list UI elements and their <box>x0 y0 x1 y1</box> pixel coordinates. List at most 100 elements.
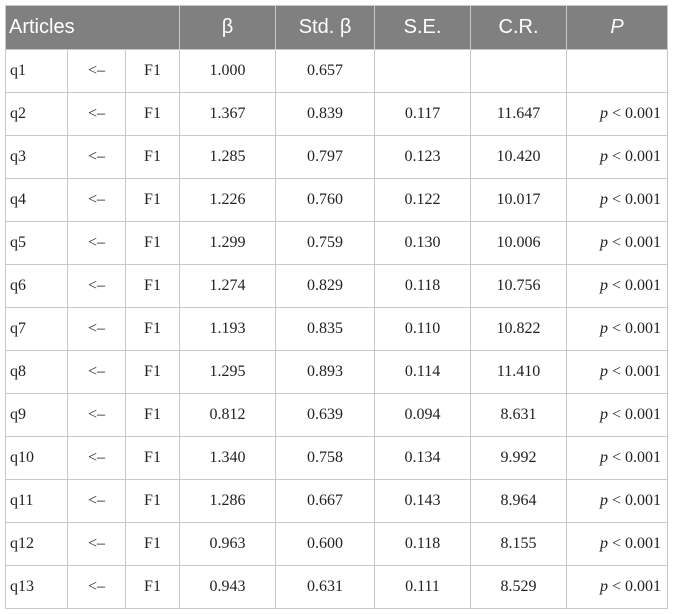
p-threshold: < 0.001 <box>607 406 662 423</box>
critical-ratio-cell: 9.992 <box>470 436 568 480</box>
std-beta-cell: 0.839 <box>275 92 376 136</box>
p-value-cell: p < 0.001 <box>566 565 669 609</box>
standard-error-cell <box>374 49 472 93</box>
p-value-cell <box>566 49 669 93</box>
critical-ratio-cell: 8.631 <box>470 393 568 437</box>
p-symbol: p <box>599 363 608 380</box>
p-value-cell: p < 0.001 <box>566 264 669 308</box>
item-cell: q3 <box>5 135 68 179</box>
beta-cell: 1.285 <box>179 135 277 179</box>
table-row: q4 <– F1 1.226 0.760 0.122 10.017 p < 0.001 <box>5 178 669 222</box>
standard-error-cell: 0.130 <box>374 221 472 265</box>
item-cell: q12 <box>5 522 68 566</box>
table-header-row: Articles β Std. β S.E. C.R. P <box>4 5 669 50</box>
item-cell: q8 <box>5 350 68 394</box>
p-threshold: < 0.001 <box>607 535 662 552</box>
critical-ratio-cell: 11.647 <box>470 92 568 136</box>
standard-error-cell: 0.143 <box>374 479 472 523</box>
std-beta-cell: 0.657 <box>275 49 376 93</box>
header-critical-ratio: C.R. <box>470 5 568 50</box>
p-threshold: < 0.001 <box>607 277 662 294</box>
factor-cell: F1 <box>124 92 181 136</box>
table-row: q7 <– F1 1.193 0.835 0.110 10.822 p < 0.001 <box>5 307 669 351</box>
header-articles: Articles <box>4 5 181 50</box>
std-beta-cell: 0.893 <box>275 350 376 394</box>
factor-cell: F1 <box>124 522 181 566</box>
arrow-cell: <– <box>67 92 126 136</box>
standard-error-cell: 0.123 <box>374 135 472 179</box>
header-standard-error: S.E. <box>374 5 472 50</box>
standard-error-cell: 0.114 <box>374 350 472 394</box>
critical-ratio-cell: 10.006 <box>470 221 568 265</box>
beta-cell: 0.963 <box>179 522 277 566</box>
critical-ratio-cell: 11.410 <box>470 350 568 394</box>
table-row: q9 <– F1 0.812 0.639 0.094 8.631 p < 0.001 <box>5 393 669 437</box>
arrow-cell: <– <box>67 436 126 480</box>
p-value-cell: p < 0.001 <box>566 178 669 222</box>
std-beta-cell: 0.667 <box>275 479 376 523</box>
p-symbol: p <box>599 535 608 552</box>
header-beta: β <box>179 5 277 50</box>
std-beta-cell: 0.829 <box>275 264 376 308</box>
beta-cell: 1.000 <box>179 49 277 93</box>
beta-cell: 1.295 <box>179 350 277 394</box>
factor-cell: F1 <box>124 436 181 480</box>
beta-cell: 1.367 <box>179 92 277 136</box>
table-row: q8 <– F1 1.295 0.893 0.114 11.410 p < 0.001 <box>5 350 669 394</box>
p-threshold: < 0.001 <box>607 191 662 208</box>
p-symbol: p <box>599 492 608 509</box>
table-row: q6 <– F1 1.274 0.829 0.118 10.756 p < 0.001 <box>5 264 669 308</box>
p-symbol: p <box>599 578 608 595</box>
standard-error-cell: 0.117 <box>374 92 472 136</box>
p-value-cell: p < 0.001 <box>566 92 669 136</box>
p-symbol: p <box>599 277 608 294</box>
beta-cell: 1.193 <box>179 307 277 351</box>
table-row: q2 <– F1 1.367 0.839 0.117 11.647 p < 0.001 <box>5 92 669 136</box>
std-beta-cell: 0.600 <box>275 522 376 566</box>
table-row: q1 <– F1 1.000 0.657 <box>5 49 669 93</box>
p-threshold: < 0.001 <box>607 320 662 337</box>
arrow-cell: <– <box>67 393 126 437</box>
standard-error-cell: 0.094 <box>374 393 472 437</box>
header-p-value: P <box>566 5 669 50</box>
factor-cell: F1 <box>124 135 181 179</box>
standard-error-cell: 0.118 <box>374 264 472 308</box>
table-body: q1 <– F1 1.000 0.657 q2 <– F1 1.367 0.839 0.117 11.… <box>5 49 669 609</box>
beta-cell: 0.943 <box>179 565 277 609</box>
table-row: q13 <– F1 0.943 0.631 0.111 8.529 p < 0.001 <box>5 565 669 609</box>
beta-cell: 1.274 <box>179 264 277 308</box>
standard-error-cell: 0.122 <box>374 178 472 222</box>
standard-error-cell: 0.111 <box>374 565 472 609</box>
item-cell: q9 <box>5 393 68 437</box>
p-threshold: < 0.001 <box>607 492 662 509</box>
item-cell: q7 <box>5 307 68 351</box>
critical-ratio-cell: 8.529 <box>470 565 568 609</box>
p-value-cell: p < 0.001 <box>566 393 669 437</box>
table-row: q12 <– F1 0.963 0.600 0.118 8.155 p < 0.001 <box>5 522 669 566</box>
arrow-cell: <– <box>67 522 126 566</box>
table-row: q11 <– F1 1.286 0.667 0.143 8.964 p < 0.001 <box>5 479 669 523</box>
p-value-cell: p < 0.001 <box>566 307 669 351</box>
critical-ratio-cell: 8.964 <box>470 479 568 523</box>
std-beta-cell: 0.797 <box>275 135 376 179</box>
factor-cell: F1 <box>124 221 181 265</box>
item-cell: q6 <box>5 264 68 308</box>
arrow-cell: <– <box>67 135 126 179</box>
table-row: q10 <– F1 1.340 0.758 0.134 9.992 p < 0.001 <box>5 436 669 480</box>
p-symbol: p <box>599 449 608 466</box>
header-std-beta: Std. β <box>275 5 376 50</box>
beta-cell: 1.286 <box>179 479 277 523</box>
arrow-cell: <– <box>67 307 126 351</box>
arrow-cell: <– <box>67 264 126 308</box>
p-symbol: p <box>599 406 608 423</box>
p-symbol: p <box>599 191 608 208</box>
p-value-cell: p < 0.001 <box>566 350 669 394</box>
std-beta-cell: 0.759 <box>275 221 376 265</box>
p-threshold: < 0.001 <box>607 363 662 380</box>
factor-loadings-table: Articles β Std. β S.E. C.R. P q1 <– F1 1.00… <box>4 5 669 609</box>
std-beta-cell: 0.760 <box>275 178 376 222</box>
critical-ratio-cell <box>470 49 568 93</box>
item-cell: q13 <box>5 565 68 609</box>
p-value-cell: p < 0.001 <box>566 221 669 265</box>
critical-ratio-cell: 8.155 <box>470 522 568 566</box>
